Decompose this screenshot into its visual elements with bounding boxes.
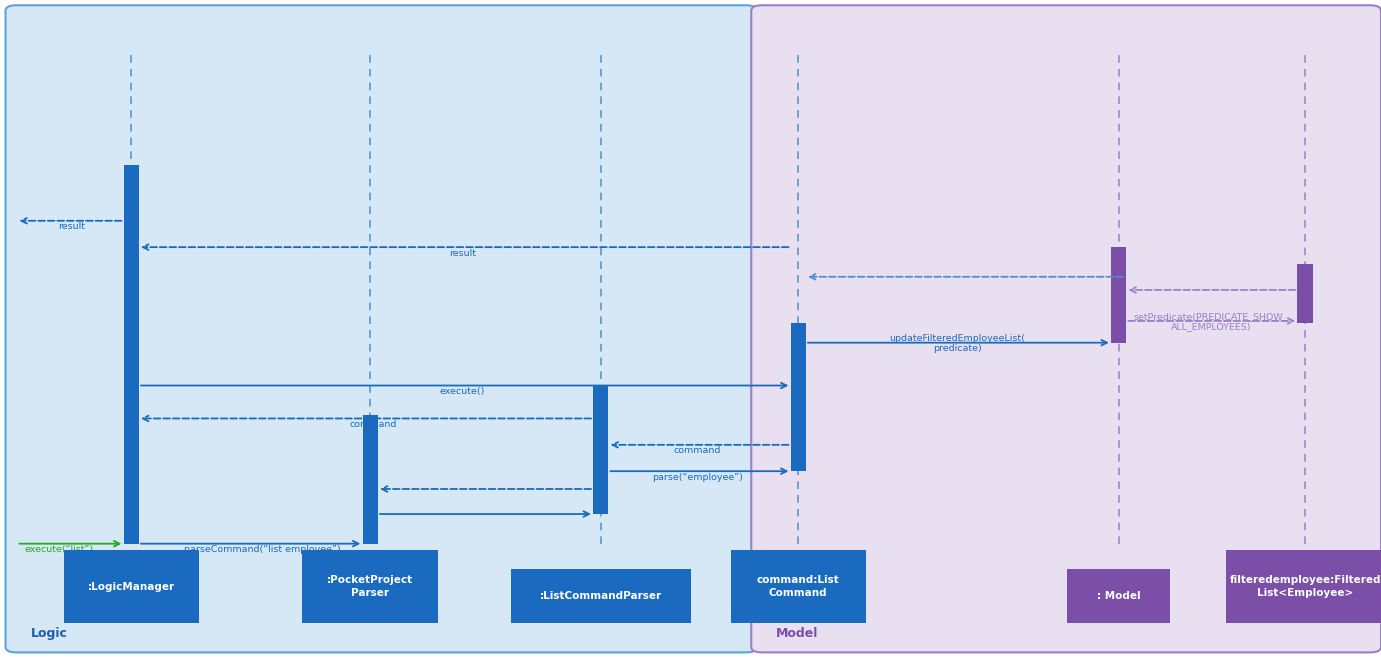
Text: command: command: [349, 420, 396, 429]
Bar: [731, 550, 866, 623]
Bar: [1112, 247, 1127, 343]
Text: result: result: [58, 222, 86, 231]
Text: execute(“list”): execute(“list”): [25, 545, 94, 554]
Text: command: command: [674, 446, 721, 455]
Bar: [362, 415, 378, 544]
Text: parse(“employee”): parse(“employee”): [652, 473, 743, 482]
Bar: [123, 165, 138, 544]
Text: :ListCommandParser: :ListCommandParser: [540, 590, 661, 601]
Text: :LogicManager: :LogicManager: [87, 581, 175, 592]
FancyBboxPatch shape: [6, 5, 757, 652]
Text: Logic: Logic: [30, 627, 68, 641]
Bar: [1297, 264, 1312, 323]
Bar: [790, 323, 807, 471]
Text: updateFilteredEmployeeList(
predicate): updateFilteredEmployeeList( predicate): [889, 334, 1025, 353]
Bar: [1226, 550, 1381, 623]
Bar: [594, 386, 608, 514]
Text: execute(): execute(): [441, 387, 485, 396]
Bar: [64, 550, 199, 623]
Text: result: result: [449, 248, 476, 258]
Text: filteredemployee:Filtered
List<Employee>: filteredemployee:Filtered List<Employee>: [1229, 575, 1381, 598]
Text: setPredicate(PREDICATE_SHOW_
ALL_EMPLOYEES): setPredicate(PREDICATE_SHOW_ ALL_EMPLOYE…: [1134, 312, 1288, 331]
Text: : Model: : Model: [1097, 590, 1141, 601]
Bar: [302, 550, 438, 623]
Bar: [1066, 569, 1170, 623]
Text: Model: Model: [776, 627, 819, 641]
Bar: [511, 569, 690, 623]
Text: command:List
Command: command:List Command: [757, 575, 840, 598]
Text: :PocketProject
Parser: :PocketProject Parser: [327, 575, 413, 598]
FancyBboxPatch shape: [751, 5, 1381, 652]
Text: parseCommand(“list employee”): parseCommand(“list employee”): [184, 545, 341, 554]
